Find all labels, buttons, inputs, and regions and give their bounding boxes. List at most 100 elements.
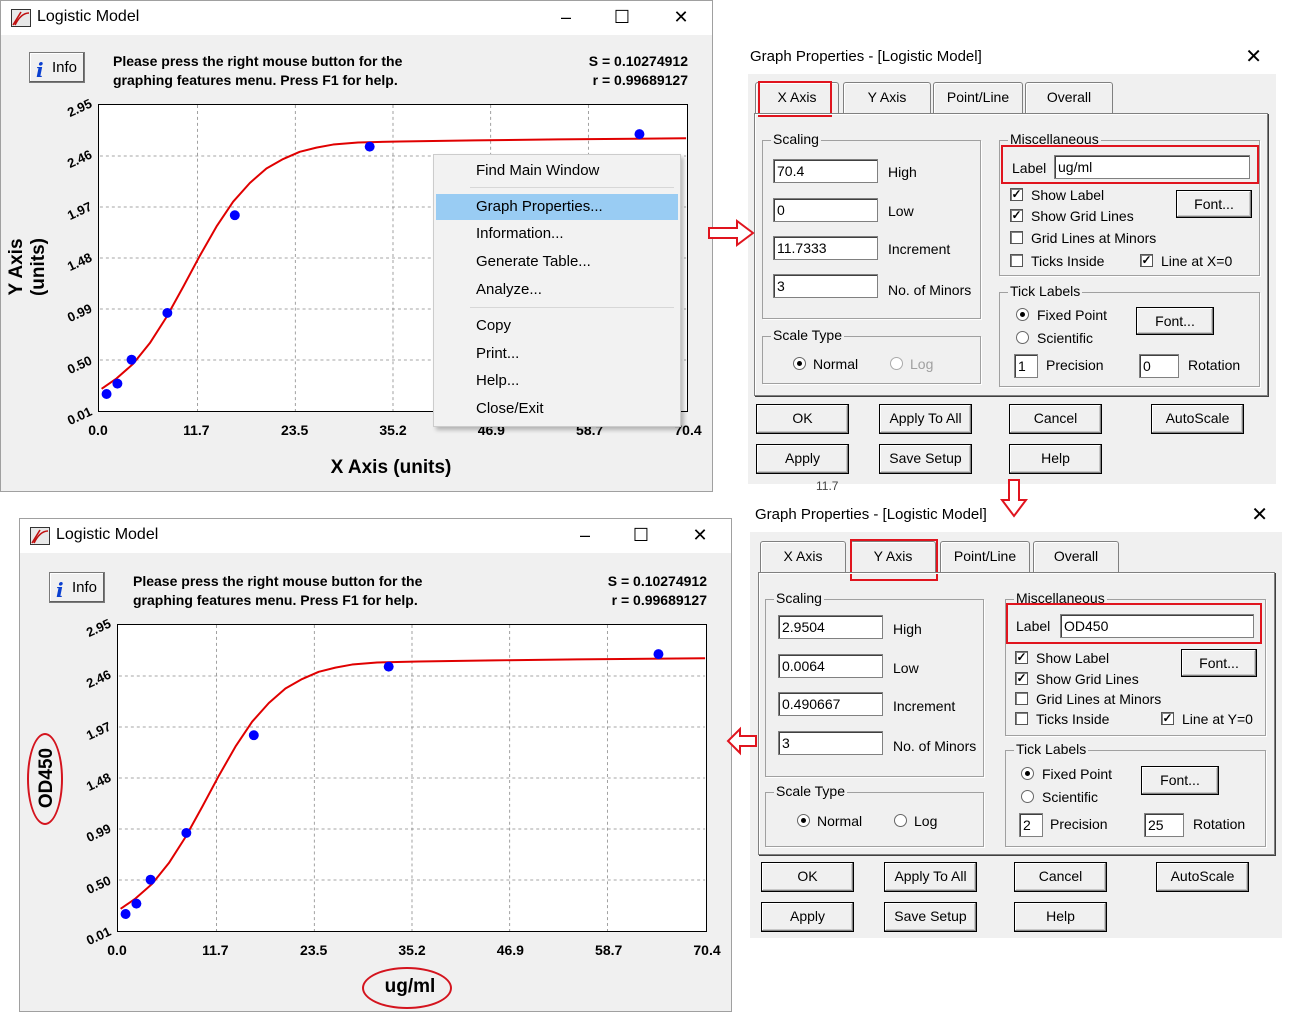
dialog-close-icon[interactable]: ✕ bbox=[1251, 504, 1268, 526]
misc-font-button[interactable]: Font... bbox=[1181, 649, 1257, 677]
scientific-radio[interactable] bbox=[1021, 790, 1034, 803]
scientific-radio[interactable] bbox=[1016, 331, 1029, 344]
cancel-button[interactable]: Cancel bbox=[1009, 404, 1102, 434]
log-radio[interactable] bbox=[894, 814, 907, 827]
normal-radio[interactable] bbox=[793, 357, 806, 370]
menu-item-print[interactable]: Print... bbox=[476, 345, 520, 362]
plot-area[interactable] bbox=[117, 624, 707, 932]
cancel-button[interactable]: Cancel bbox=[1014, 862, 1107, 892]
y-tick-label: 2.95 bbox=[64, 95, 95, 120]
minors-input[interactable]: 3 bbox=[773, 274, 878, 298]
ok-button[interactable]: OK bbox=[761, 862, 854, 892]
tab-overall[interactable]: Overall bbox=[1025, 82, 1113, 113]
tick-font-button[interactable]: Font... bbox=[1136, 307, 1214, 335]
y-tick-label: 0.50 bbox=[64, 352, 95, 377]
tab-x-axis[interactable]: X Axis bbox=[755, 82, 839, 113]
ok-button[interactable]: OK bbox=[756, 404, 849, 434]
minimize-button[interactable]: – bbox=[579, 525, 590, 545]
window-title: Logistic Model bbox=[56, 526, 159, 543]
minors-input[interactable]: 3 bbox=[778, 731, 883, 755]
line-at-zero-checkbox[interactable]: ✓ bbox=[1161, 711, 1174, 725]
apply-button[interactable]: Apply bbox=[761, 902, 854, 932]
show-label-checkbox[interactable]: ✓ bbox=[1015, 650, 1028, 664]
axis-label-input[interactable]: ug/ml bbox=[1054, 155, 1250, 179]
y-tick-label: 1.48 bbox=[83, 769, 114, 794]
fit-stats: S = 0.10274912 r = 0.99689127 bbox=[541, 52, 688, 90]
help-message: Please press the right mouse button for … bbox=[113, 52, 402, 90]
precision-input[interactable]: 2 bbox=[1019, 813, 1043, 837]
tab-point-line[interactable]: Point/Line bbox=[933, 82, 1023, 113]
apply-button[interactable]: Apply bbox=[756, 444, 849, 474]
close-button[interactable]: ✕ bbox=[692, 525, 708, 545]
increment-input[interactable]: 0.490667 bbox=[778, 692, 883, 716]
tab-x-axis[interactable]: X Axis bbox=[760, 541, 846, 572]
high-input[interactable]: 2.9504 bbox=[778, 615, 883, 639]
x-tick-label: 35.2 bbox=[398, 942, 426, 958]
maximize-button[interactable]: ☐ bbox=[632, 525, 650, 545]
info-button[interactable]: i Info bbox=[49, 572, 105, 603]
save-setup-button[interactable]: Save Setup bbox=[884, 902, 977, 932]
rotation-label: Rotation bbox=[1188, 357, 1241, 373]
show-label-checkbox[interactable]: ✓ bbox=[1010, 187, 1023, 201]
menu-item-help[interactable]: Help... bbox=[476, 372, 520, 389]
fixed-point-radio[interactable] bbox=[1016, 308, 1029, 321]
maximize-button[interactable]: ☐ bbox=[613, 7, 631, 27]
info-button-label: Info bbox=[72, 579, 98, 596]
precision-input[interactable]: 1 bbox=[1014, 354, 1038, 378]
log-radio[interactable] bbox=[890, 357, 903, 370]
data-point bbox=[653, 649, 664, 660]
dialog-close-icon[interactable]: ✕ bbox=[1245, 46, 1262, 68]
close-button[interactable]: ✕ bbox=[673, 7, 689, 27]
tab-overall[interactable]: Overall bbox=[1033, 541, 1119, 572]
misc-font-button[interactable]: Font... bbox=[1176, 190, 1252, 218]
tab-y-axis[interactable]: Y Axis bbox=[850, 541, 936, 572]
fixed-point-radio[interactable] bbox=[1021, 767, 1034, 780]
autoscale-button[interactable]: AutoScale bbox=[1156, 862, 1249, 892]
ticks-inside-checkbox[interactable] bbox=[1015, 712, 1028, 725]
save-setup-button[interactable]: Save Setup bbox=[879, 444, 972, 474]
x-tick-label: 70.4 bbox=[693, 942, 721, 958]
show-grid-checkbox[interactable]: ✓ bbox=[1010, 208, 1023, 222]
x-axis-title: X Axis (units) bbox=[330, 457, 452, 478]
normal-label: Normal bbox=[813, 356, 859, 372]
minimize-button[interactable]: – bbox=[560, 7, 571, 27]
info-icon: i bbox=[56, 578, 64, 602]
normal-radio[interactable] bbox=[797, 814, 810, 827]
info-icon: i bbox=[36, 58, 44, 82]
axis-label-input[interactable]: OD450 bbox=[1060, 614, 1254, 638]
tab-y-axis[interactable]: Y Axis bbox=[843, 82, 931, 113]
apply-to-all-button[interactable]: Apply To All bbox=[879, 404, 972, 434]
x-tick-label: 58.7 bbox=[595, 942, 623, 958]
autoscale-button[interactable]: AutoScale bbox=[1151, 404, 1244, 434]
menu-item-analyze[interactable]: Analyze... bbox=[476, 281, 542, 298]
grid-minors-checkbox[interactable] bbox=[1010, 231, 1023, 244]
menu-item-copy[interactable]: Copy bbox=[476, 317, 512, 334]
miscellaneous-group: Miscellaneous bbox=[1005, 590, 1266, 736]
ticks-inside-checkbox[interactable] bbox=[1010, 254, 1023, 267]
y-tick-label: 0.50 bbox=[83, 872, 114, 897]
apply-to-all-button[interactable]: Apply To All bbox=[884, 862, 977, 892]
tab-point-line[interactable]: Point/Line bbox=[940, 541, 1030, 572]
grid-minors-checkbox[interactable] bbox=[1015, 692, 1028, 705]
menu-item-close-exit[interactable]: Close/Exit bbox=[476, 400, 544, 417]
data-point bbox=[181, 827, 192, 838]
increment-input[interactable]: 11.7333 bbox=[773, 236, 878, 260]
low-input[interactable]: 0.0064 bbox=[778, 654, 883, 678]
stat-r: r = 0.99689127 bbox=[592, 72, 688, 88]
menu-item-graph-properties[interactable]: Graph Properties... bbox=[436, 194, 678, 220]
menu-item-find-main-window[interactable]: Find Main Window bbox=[476, 162, 600, 179]
low-input[interactable]: 0 bbox=[773, 198, 878, 222]
menu-item-information[interactable]: Information... bbox=[476, 225, 564, 242]
menu-item-generate-table[interactable]: Generate Table... bbox=[476, 253, 591, 270]
info-button[interactable]: i Info bbox=[29, 52, 85, 83]
help-button[interactable]: Help bbox=[1009, 444, 1102, 474]
tick-font-button[interactable]: Font... bbox=[1141, 766, 1219, 795]
help-button[interactable]: Help bbox=[1014, 902, 1107, 932]
y-tick-label: 1.48 bbox=[64, 249, 95, 274]
show-grid-checkbox[interactable]: ✓ bbox=[1015, 671, 1028, 685]
high-input[interactable]: 70.4 bbox=[773, 159, 878, 183]
rotation-input[interactable]: 0 bbox=[1139, 354, 1179, 378]
rotation-input[interactable]: 25 bbox=[1144, 813, 1184, 837]
line-at-zero-checkbox[interactable]: ✓ bbox=[1140, 253, 1153, 267]
data-point bbox=[101, 389, 112, 399]
